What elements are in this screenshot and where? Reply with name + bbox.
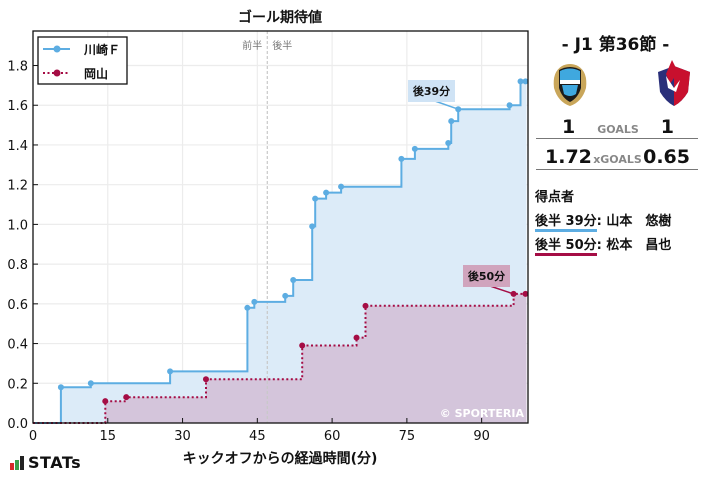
x-tick-label: 30 — [174, 429, 191, 444]
y-tick-label: 1.4 — [7, 139, 28, 154]
goal-annotation-box — [463, 265, 510, 287]
match-title: - J1 第36節 - — [561, 35, 670, 55]
data-point — [309, 223, 316, 230]
data-point — [102, 398, 109, 405]
x-tick-label: 60 — [324, 429, 341, 444]
data-point — [282, 292, 289, 299]
goal-annotation-box — [408, 80, 455, 102]
data-point — [202, 376, 209, 383]
data-point — [445, 139, 452, 146]
x-axis-label: キックオフからの経過時間(分) — [183, 450, 378, 467]
data-point — [312, 195, 319, 202]
data-point — [244, 304, 251, 311]
data-point — [448, 118, 455, 125]
data-point — [57, 384, 64, 391]
x-tick-label: 0 — [29, 429, 37, 444]
data-point — [123, 394, 130, 401]
away-team-crest — [658, 60, 690, 106]
y-tick-label: 0.6 — [7, 298, 28, 313]
first-half-label: 前半 — [242, 39, 262, 52]
away-goals: 1 — [660, 116, 674, 138]
data-point — [338, 183, 345, 190]
scorer-time: 後半 39分 — [535, 210, 597, 232]
series-line — [33, 80, 527, 424]
data-point — [167, 368, 174, 375]
data-point — [362, 302, 369, 309]
y-tick-label: 0.8 — [7, 258, 28, 273]
home-team-crest — [553, 64, 587, 106]
scorer-name: : 松本 昌也 — [596, 238, 672, 253]
y-tick-label: 1.6 — [7, 99, 28, 114]
data-point — [323, 189, 330, 196]
data-point — [522, 290, 529, 297]
legend-marker — [53, 69, 61, 77]
y-tick-label: 1.8 — [7, 60, 28, 75]
scorer-name: : 山本 悠樹 — [596, 214, 672, 229]
y-tick-label: 1.0 — [7, 218, 28, 233]
plot-frame — [32, 30, 529, 424]
brand-label: STATs — [28, 453, 82, 472]
x-tick-label: 75 — [399, 429, 416, 444]
second-half-label: 後半 — [272, 39, 292, 52]
y-tick-label: 1.2 — [7, 179, 28, 194]
away-xgoals: 0.65 — [643, 146, 690, 168]
x-tick-label: 90 — [473, 429, 490, 444]
bar-chart-icon — [10, 456, 24, 470]
home-goals: 1 — [562, 116, 576, 138]
y-tick-label: 0.4 — [7, 338, 28, 353]
y-tick-label: 0.0 — [7, 417, 28, 432]
legend-marker — [53, 45, 61, 53]
goals-row: 1 GOALS 1 — [536, 116, 698, 139]
data-point — [517, 78, 524, 85]
scorer-item: 後半 39分: 山本 悠樹 — [535, 210, 671, 232]
legend-label: 川崎Ｆ — [83, 42, 120, 57]
scorer-time: 後半 50分 — [535, 234, 597, 256]
series-area — [33, 293, 527, 423]
data-point — [290, 277, 297, 284]
home-xgoals: 1.72 — [545, 146, 592, 168]
chart-title: ゴール期待値 — [238, 9, 322, 26]
legend-label: 岡山 — [84, 66, 108, 81]
watermark: © SPORTERIA — [440, 407, 525, 420]
data-point — [299, 342, 306, 349]
xgoals-row: 1.72 xGOALS 0.65 — [536, 146, 698, 170]
data-point — [251, 298, 258, 305]
data-point — [398, 155, 405, 162]
stats-brand-logo: STATs — [10, 453, 82, 472]
series-line — [33, 292, 527, 424]
legend — [37, 36, 128, 85]
goals-label: GOALS — [597, 123, 639, 136]
x-tick-label: 45 — [249, 429, 266, 444]
goal-annotation-label: 後39分 — [413, 84, 450, 98]
y-tick-label: 0.2 — [7, 377, 28, 392]
data-point — [87, 380, 94, 387]
data-point — [506, 102, 513, 109]
data-point — [353, 334, 360, 341]
data-point — [411, 145, 418, 152]
scorers-title: 得点者 — [535, 190, 575, 205]
scorer-item: 後半 50分: 松本 昌也 — [535, 234, 671, 256]
x-tick-label: 15 — [100, 429, 117, 444]
data-point — [522, 78, 529, 85]
goal-annotation-label: 後50分 — [468, 269, 505, 283]
xgoals-label: xGOALS — [593, 153, 642, 166]
